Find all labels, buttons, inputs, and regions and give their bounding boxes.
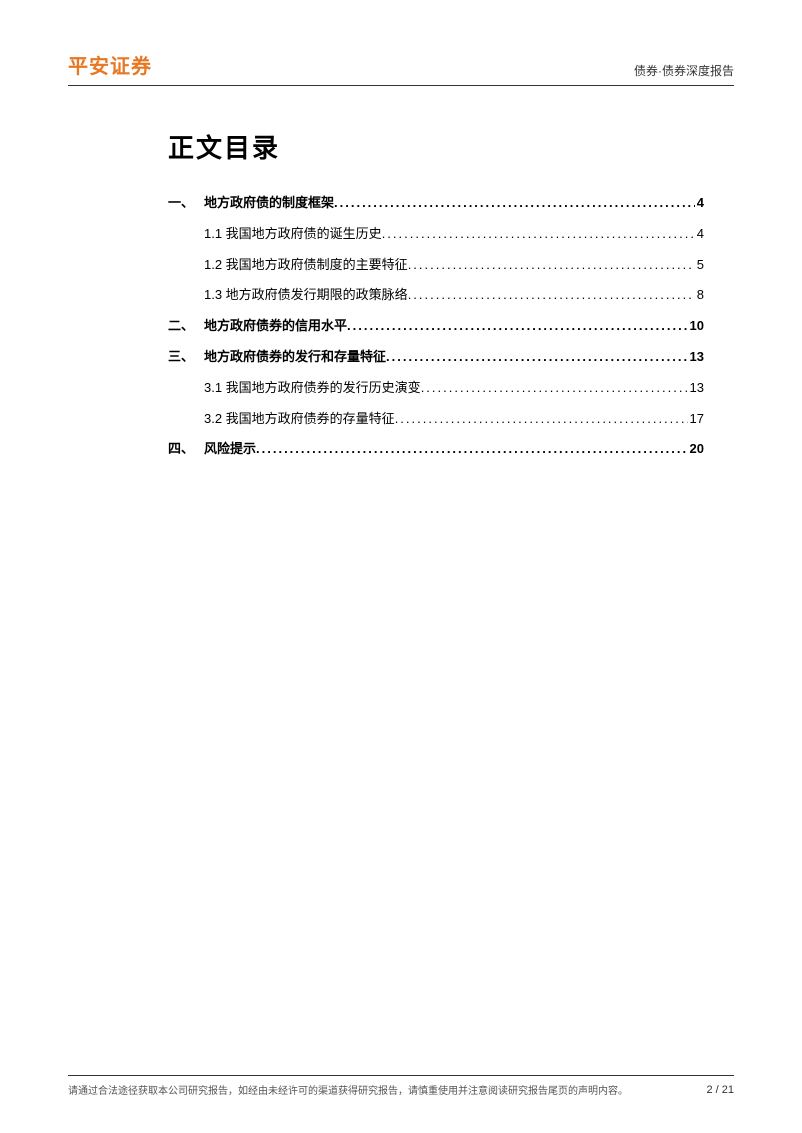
toc-dots xyxy=(421,378,688,399)
toc-title: 正文目录 xyxy=(168,128,704,165)
toc-page: 17 xyxy=(688,409,704,430)
toc-page: 13 xyxy=(688,347,704,368)
toc-page: 5 xyxy=(695,255,704,276)
content-area: 正文目录 一、 地方政府债的制度框架 4 1.1 我国地方政府债的诞生历史 4 … xyxy=(68,86,734,460)
toc-label: 1.1 我国地方政府债的诞生历史 xyxy=(204,224,382,245)
toc-section-2: 二、 地方政府债券的信用水平 10 xyxy=(168,316,704,337)
toc-label: 3.1 我国地方政府债券的发行历史演变 xyxy=(204,378,421,399)
toc-dots xyxy=(408,285,695,306)
toc-sub-3-2: 3.2 我国地方政府债券的存量特征 17 xyxy=(168,409,704,430)
header-subtitle: 债券·债券深度报告 xyxy=(634,62,734,79)
toc-label: 1.3 地方政府债发行期限的政策脉络 xyxy=(204,285,408,306)
page-header: 平安证券 债券·债券深度报告 xyxy=(68,50,734,86)
toc-num: 二、 xyxy=(168,316,204,337)
toc-num: 一、 xyxy=(168,193,204,214)
toc-section-1: 一、 地方政府债的制度框架 4 xyxy=(168,193,704,214)
brand-logo: 平安证券 xyxy=(68,50,152,79)
toc-page: 8 xyxy=(695,285,704,306)
toc-label: 地方政府债券的发行和存量特征 xyxy=(204,347,386,368)
toc-page: 13 xyxy=(688,378,704,399)
toc-page: 4 xyxy=(695,224,704,245)
toc-sub-1-1: 1.1 我国地方政府债的诞生历史 4 xyxy=(168,224,704,245)
toc-page: 4 xyxy=(695,193,704,214)
toc-label: 3.2 我国地方政府债券的存量特征 xyxy=(204,409,395,430)
toc-num: 三、 xyxy=(168,347,204,368)
footer-page-number: 2 / 21 xyxy=(706,1084,734,1096)
toc-sub-3-1: 3.1 我国地方政府债券的发行历史演变 13 xyxy=(168,378,704,399)
toc-dots xyxy=(408,255,695,276)
toc-dots xyxy=(334,193,695,214)
toc-dots xyxy=(347,316,688,337)
toc-label: 风险提示 xyxy=(204,439,256,460)
toc-label: 地方政府债的制度框架 xyxy=(204,193,334,214)
toc-label: 1.2 我国地方政府债制度的主要特征 xyxy=(204,255,408,276)
toc-dots xyxy=(395,409,688,430)
page-footer: 请通过合法途径获取本公司研究报告，如经由未经许可的渠道获得研究报告，请慎重使用并… xyxy=(68,1075,734,1097)
footer-disclaimer: 请通过合法途径获取本公司研究报告，如经由未经许可的渠道获得研究报告，请慎重使用并… xyxy=(68,1082,628,1097)
toc-page: 10 xyxy=(688,316,704,337)
toc-page: 20 xyxy=(688,439,704,460)
toc-sub-1-2: 1.2 我国地方政府债制度的主要特征 5 xyxy=(168,255,704,276)
toc-dots xyxy=(386,347,688,368)
toc-num: 四、 xyxy=(168,439,204,460)
page-container: 平安证券 债券·债券深度报告 正文目录 一、 地方政府债的制度框架 4 1.1 … xyxy=(0,0,802,1133)
toc-section-4: 四、 风险提示 20 xyxy=(168,439,704,460)
toc-label: 地方政府债券的信用水平 xyxy=(204,316,347,337)
toc-section-3: 三、 地方政府债券的发行和存量特征 13 xyxy=(168,347,704,368)
toc-sub-1-3: 1.3 地方政府债发行期限的政策脉络 8 xyxy=(168,285,704,306)
toc-dots xyxy=(256,439,688,460)
toc-dots xyxy=(382,224,695,245)
